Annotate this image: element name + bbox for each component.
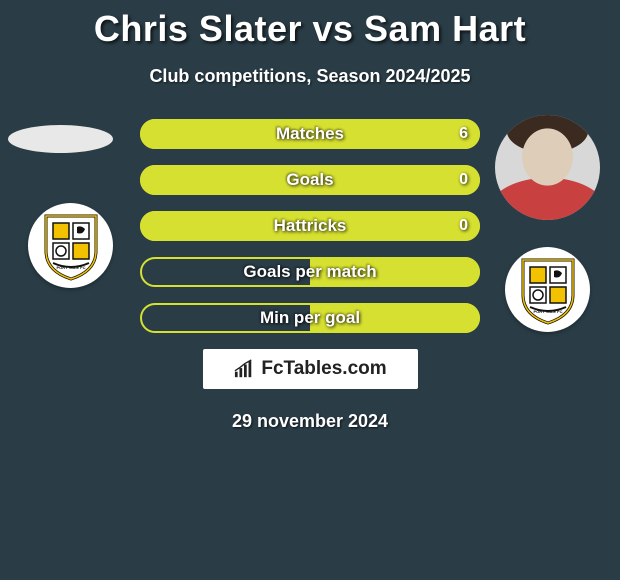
comparison-area: PORT VALE FC PORT VALE FC (0, 115, 620, 432)
stat-bar-value-right: 0 (459, 211, 468, 241)
stat-bar-label: Hattricks (140, 211, 480, 241)
stat-bar-value-right: 6 (459, 119, 468, 149)
player-left-crest-wrap: PORT VALE FC (28, 203, 113, 288)
svg-text:PORT VALE FC: PORT VALE FC (533, 309, 562, 314)
page-subtitle: Club competitions, Season 2024/2025 (0, 66, 620, 87)
club-crest-icon: PORT VALE FC (28, 203, 113, 288)
player-right-crest-wrap: PORT VALE FC (495, 247, 600, 332)
stat-bar-label: Goals (140, 165, 480, 195)
brand-text: FcTables.com (261, 358, 386, 380)
player-left-column: PORT VALE FC (8, 115, 113, 288)
chart-icon (233, 359, 255, 379)
stat-bar-value-right: 0 (459, 165, 468, 195)
stat-bar-row: Min per goal (140, 303, 480, 333)
stat-bar-row: Goals0 (140, 165, 480, 195)
stat-bar-row: Matches6 (140, 119, 480, 149)
player-right-column: PORT VALE FC (495, 115, 600, 332)
club-crest-icon: PORT VALE FC (505, 247, 590, 332)
stat-bar-label: Min per goal (140, 303, 480, 333)
stat-bar-label: Matches (140, 119, 480, 149)
player-left-avatar (8, 125, 113, 153)
stat-bars: Matches6Goals0Hattricks0Goals per matchM… (140, 115, 480, 333)
snapshot-date: 29 november 2024 (0, 411, 620, 432)
player-right-avatar (495, 115, 600, 220)
svg-text:PORT VALE FC: PORT VALE FC (56, 265, 85, 270)
stat-bar-row: Hattricks0 (140, 211, 480, 241)
stat-bar-row: Goals per match (140, 257, 480, 287)
page-title: Chris Slater vs Sam Hart (0, 0, 620, 50)
avatar-face-icon (495, 115, 600, 220)
brand-badge: FcTables.com (203, 349, 418, 389)
stat-bar-label: Goals per match (140, 257, 480, 287)
